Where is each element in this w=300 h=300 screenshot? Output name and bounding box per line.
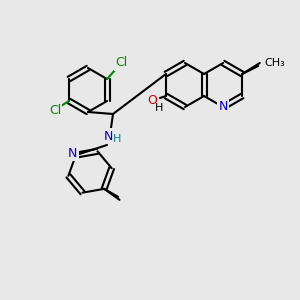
Text: O: O: [147, 94, 157, 106]
Text: CH₃: CH₃: [265, 58, 286, 68]
Text: H: H: [113, 134, 121, 144]
Text: N: N: [218, 100, 228, 113]
Text: H: H: [155, 103, 163, 113]
Text: Cl: Cl: [115, 56, 127, 70]
Text: Cl: Cl: [49, 104, 61, 118]
Text: N: N: [68, 147, 77, 160]
Text: N: N: [103, 130, 113, 142]
